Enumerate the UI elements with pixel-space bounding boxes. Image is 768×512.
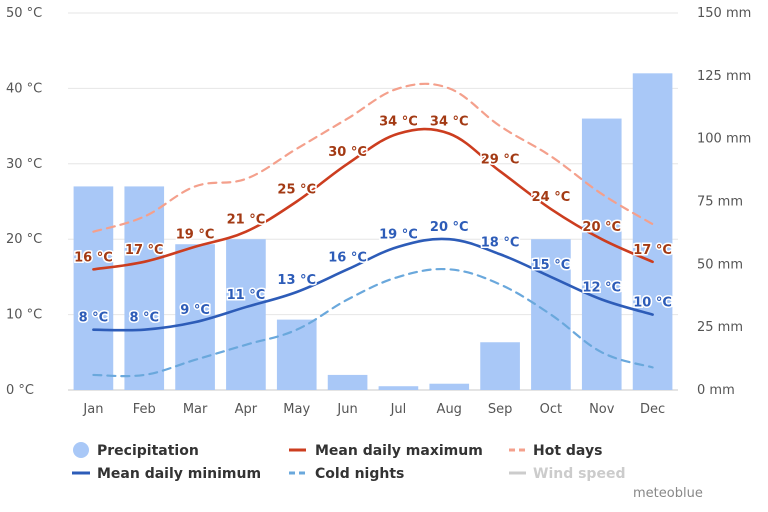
x-tick-label: Sep — [488, 402, 513, 417]
right-tick-label: 150 mm — [697, 6, 751, 21]
mean-daily-maximum-label: 30 °C — [328, 145, 367, 160]
x-axis: Jan Feb Mar Apr May Jun Jul Aug Sep Oct Nov Dec — [82, 402, 665, 417]
mean-daily-minimum-label: 8 °C — [79, 311, 109, 326]
mean-daily-minimum-label: 11 °C — [227, 288, 266, 303]
gridlines — [68, 12, 678, 391]
x-tick-label: Nov — [589, 402, 615, 417]
legend-label-wind-speed: Wind speed — [533, 466, 625, 482]
mean-daily-minimum-label: 12 °C — [582, 281, 621, 296]
left-tick-label: 30 °C — [6, 157, 42, 172]
x-tick-label: Jul — [390, 402, 407, 417]
mean-daily-minimum-label: 9 °C — [180, 303, 210, 318]
cold-nights-line — [92, 267, 654, 378]
legend-label-cold-nights: Cold nights — [315, 466, 404, 482]
right-axis: 0 mm 25 mm 50 mm 75 mm 100 mm 125 mm 150 mm — [697, 6, 751, 398]
precipitation-bar — [632, 73, 673, 390]
precipitation-bar — [226, 239, 266, 390]
x-tick-label: Mar — [183, 402, 208, 417]
left-tick-label: 40 °C — [6, 81, 42, 96]
legend-item-wind-speed[interactable]: Wind speed — [509, 466, 625, 482]
right-tick-label: 25 mm — [697, 320, 743, 335]
mean-daily-maximum-label: 34 °C — [430, 115, 469, 130]
x-tick-label: Apr — [235, 402, 258, 417]
legend-label-mean-min: Mean daily minimum — [97, 466, 261, 482]
mean-daily-maximum-label: 16 °C — [74, 250, 113, 265]
point-labels: 16 °C 17 °C 19 °C 21 °C 25 °C 30 °C 34 °C 34 °C… — [73, 113, 674, 327]
right-tick-label: 100 mm — [697, 132, 751, 147]
precipitation-bar — [327, 374, 368, 390]
precipitation-bar — [124, 186, 165, 390]
mean-daily-minimum-label: 15 °C — [532, 258, 571, 273]
precipitation-legend-marker — [73, 442, 89, 458]
right-tick-label: 50 mm — [697, 257, 743, 272]
legend-item-mean-min[interactable]: Mean daily minimum — [72, 466, 261, 482]
left-tick-label: 20 °C — [6, 232, 42, 247]
precipitation-bar — [480, 342, 520, 390]
legend-item-mean-max[interactable]: Mean daily maximum — [289, 443, 483, 459]
brand-watermark: meteoblue — [633, 486, 703, 501]
x-tick-label: Jan — [82, 402, 103, 417]
precipitation-bar — [73, 186, 114, 390]
mean-daily-maximum-label: 21 °C — [227, 213, 266, 228]
precipitation-bar — [276, 319, 317, 390]
precipitation-bar — [175, 244, 215, 390]
x-tick-label: Jun — [336, 402, 357, 417]
left-tick-label: 50 °C — [6, 6, 42, 21]
x-tick-label: May — [283, 402, 310, 417]
hot-days-line — [92, 82, 654, 233]
series-lines — [92, 82, 654, 378]
mean-daily-maximum-label: 17 °C — [633, 243, 672, 258]
right-tick-label: 0 mm — [697, 383, 735, 398]
x-tick-label: Aug — [437, 402, 462, 417]
mean-daily-minimum-label: 16 °C — [328, 250, 367, 265]
right-tick-label: 125 mm — [697, 69, 751, 84]
precipitation-bar — [429, 383, 470, 390]
legend-label-hot-days: Hot days — [533, 443, 602, 459]
mean-daily-maximum-label: 19 °C — [176, 228, 215, 243]
mean-daily-minimum-label: 18 °C — [481, 235, 520, 250]
mean-daily-minimum-label: 20 °C — [430, 220, 469, 235]
legend: Precipitation Mean daily maximum Hot day… — [72, 442, 625, 482]
legend-label-mean-max: Mean daily maximum — [315, 443, 483, 459]
legend-label-precipitation: Precipitation — [97, 443, 199, 459]
mean-daily-minimum-label: 13 °C — [277, 273, 316, 288]
legend-item-cold-nights[interactable]: Cold nights — [289, 466, 404, 482]
mean-daily-minimum-line — [92, 237, 654, 332]
mean-daily-minimum-label: 8 °C — [129, 311, 159, 326]
left-tick-label: 10 °C — [6, 308, 42, 323]
x-tick-label: Feb — [133, 402, 156, 417]
mean-daily-maximum-label: 24 °C — [532, 190, 571, 205]
x-tick-label: Oct — [540, 402, 562, 417]
mean-daily-maximum-label: 29 °C — [481, 152, 520, 167]
mean-daily-maximum-label: 25 °C — [277, 183, 316, 198]
left-tick-label: 0 °C — [6, 383, 34, 398]
precipitation-bar — [581, 118, 622, 390]
x-tick-label: Dec — [640, 402, 665, 417]
mean-daily-maximum-label: 17 °C — [125, 243, 164, 258]
mean-daily-maximum-label: 34 °C — [379, 115, 418, 130]
legend-item-precipitation[interactable]: Precipitation — [73, 442, 199, 459]
mean-daily-minimum-label: 10 °C — [633, 296, 672, 311]
right-tick-label: 75 mm — [697, 195, 743, 210]
legend-item-hot-days[interactable]: Hot days — [509, 443, 602, 459]
mean-daily-maximum-line — [92, 127, 654, 271]
mean-daily-minimum-label: 19 °C — [379, 228, 418, 243]
precipitation-bar — [378, 386, 419, 390]
left-axis: 0 °C 10 °C 20 °C 30 °C 40 °C 50 °C — [6, 6, 42, 398]
mean-daily-maximum-label: 20 °C — [582, 220, 621, 235]
